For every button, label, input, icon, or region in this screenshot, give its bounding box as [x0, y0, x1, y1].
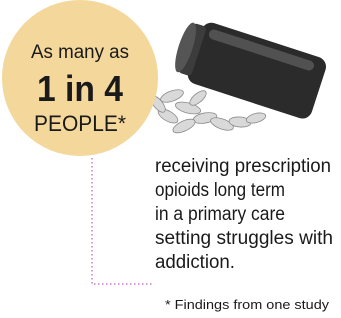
pill-bottle-illustration	[148, 15, 328, 136]
body-line: addiction.	[155, 252, 235, 273]
body-line: in a primary care	[155, 204, 285, 225]
body-line: opioids long term	[155, 180, 285, 201]
body-line: receiving prescription	[155, 156, 331, 177]
callout-line: As many as	[31, 42, 129, 63]
callout-line: PEOPLE*	[34, 111, 126, 136]
callout-figure: 1 in 4	[37, 68, 123, 109]
body-text: receiving prescription opioids long term i…	[155, 156, 333, 273]
footnote: * Findings from one study	[165, 298, 330, 312]
body-line: setting struggles with	[155, 228, 333, 249]
infographic: As many as 1 in 4 PEOPLE* receiving pres…	[0, 0, 341, 318]
page: {"callout": {"line1": "As many as", "lin…	[0, 0, 341, 318]
dotted-connector	[92, 158, 152, 284]
bottle-body	[185, 20, 328, 121]
